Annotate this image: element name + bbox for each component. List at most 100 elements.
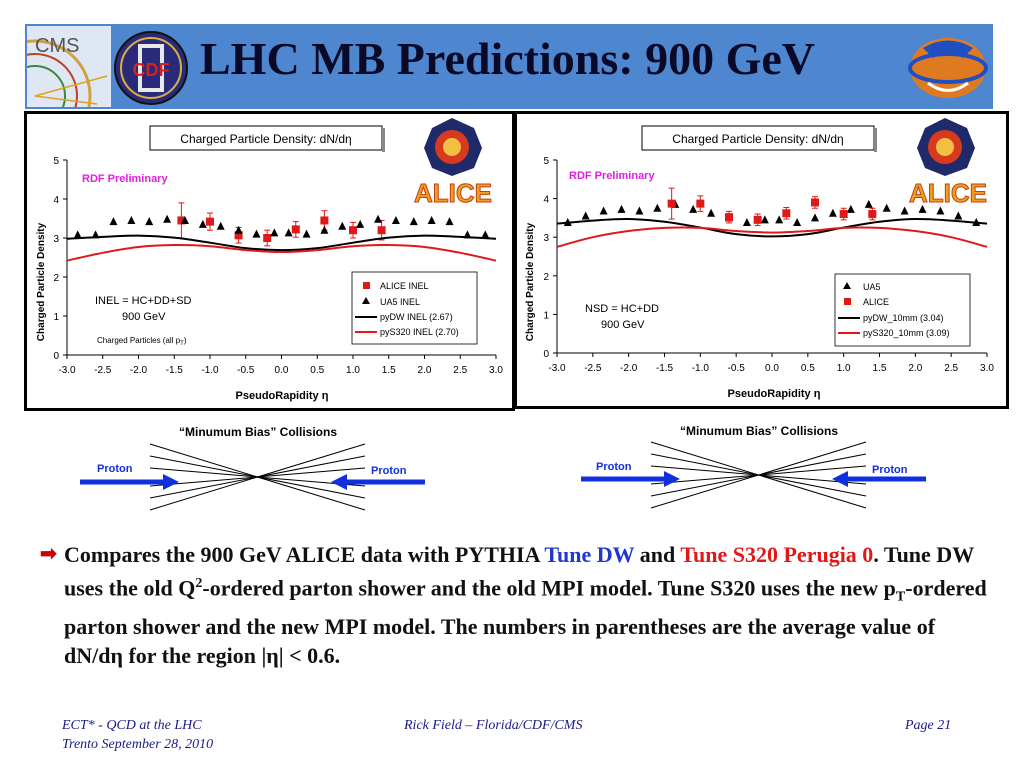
- chart-left-xtick-label: 2.0: [418, 365, 432, 376]
- chart-left-series-0-point: [234, 231, 243, 240]
- diagram-right-proton-label-left: Proton: [596, 461, 632, 473]
- chart-right-series-0-point: [864, 199, 873, 208]
- chart-left-xlabel: PseudoRapidity η: [236, 390, 329, 402]
- chart-left-series-1-point: [109, 217, 118, 226]
- chart-right-preliminary: RDF Preliminary: [569, 170, 655, 182]
- chart-right-xtick-label: -0.5: [728, 363, 746, 374]
- legend-right-alice-label: ALICE: [863, 297, 889, 307]
- chart-right-series-0-point: [707, 208, 716, 217]
- chart-left-ytick-label: 5: [53, 156, 59, 167]
- chart-left-series-1-point: [445, 217, 454, 226]
- diagram-left-caption: “Minumum Bias” Collisions: [179, 425, 337, 439]
- chart-left-xtick-label: -1.5: [166, 365, 184, 376]
- legend-right-pydw-label: pyDW_10mm (3.04): [863, 313, 944, 323]
- chart-right-ylabel: Charged Particle Density: [525, 222, 536, 341]
- chart-left-series-1-point: [163, 214, 172, 223]
- chart-left-series-3-line: [66, 243, 497, 262]
- chart-right-series-1-point: [839, 210, 848, 219]
- chart-right-legend: UA5 ALICE pyDW_10mm (3.04) pyS320_10mm (…: [834, 273, 971, 347]
- chart-left-series-1-point: [356, 219, 365, 228]
- chart-right-xtick-label: 2.0: [908, 363, 922, 374]
- chart-right-series-0-point: [954, 211, 963, 220]
- chart-left-annotation-2: 900 GeV: [122, 311, 166, 323]
- chart-left-series-1-point: [302, 229, 311, 238]
- legend-left-pys320-label: pyS320 INEL (2.70): [380, 327, 459, 337]
- chart-left-series-1-point: [320, 225, 329, 234]
- chart-right-xtick-label: -2.5: [584, 363, 602, 374]
- chart-left-series-1-point: [481, 230, 490, 239]
- chart-left-xtick-label: 0.5: [310, 365, 324, 376]
- chart-left-series-0-point: [320, 216, 329, 225]
- chart-left-svg: Charged Particle Density: dN/dη RDF Prel…: [36, 118, 503, 402]
- chart-right-series-1-point: [868, 210, 877, 219]
- chart-right-series-0-point: [760, 215, 769, 224]
- chart-right-series-0-point: [599, 206, 608, 215]
- chart-right-annotation-2: 900 GeV: [601, 319, 645, 331]
- chart-right-series-0-point: [617, 204, 626, 213]
- alice-logo-left-text: ALICE: [414, 178, 492, 208]
- diagram-left-proton-label-left: Proton: [97, 463, 133, 475]
- chart-right-series-0-point: [775, 215, 784, 224]
- chart-right-series-1-point: [725, 213, 733, 222]
- footer-left-line1: ECT* - QCD at the LHC: [62, 718, 202, 733]
- uf-logo: [903, 28, 993, 106]
- collision-diagram-left: “Minumum Bias” Collisions Proton Proton: [80, 425, 425, 511]
- chart-left-series-1-point: [284, 228, 293, 237]
- chart-right-series-1-point: [782, 209, 791, 218]
- chart-left-annotation-small: Charged Particles (all pT): [97, 336, 187, 347]
- chart-right-panel: Charged Particle Density: dN/dη RDF Prel…: [514, 111, 1009, 409]
- diagram-right-proton-label-right: Proton: [872, 464, 908, 476]
- chart-right-series-0-point: [581, 211, 590, 220]
- cms-logo-text: CMS: [35, 35, 79, 57]
- chart-left-series-1-point: [270, 228, 279, 237]
- chart-right-xtick-label: 1.0: [837, 363, 851, 374]
- chart-left-annotation-1: INEL = HC+DD+SD: [95, 295, 192, 307]
- footer-left-line2: Trento September 28, 2010: [62, 737, 214, 752]
- chart-right-series-1-point: [753, 215, 762, 224]
- chart-left-legend: ALICE INEL UA5 INEL pyDW INEL (2.67) pyS…: [351, 271, 478, 345]
- arrow-bullet-icon: ➡: [40, 543, 57, 565]
- chart-right-xtick-label: -3.0: [548, 363, 566, 374]
- chart-left-series-0-point: [349, 226, 357, 235]
- chart-right-series-3-line: [556, 226, 988, 248]
- legend-left-pydw-label: pyDW INEL (2.67): [380, 312, 453, 322]
- chart-left-ytick-label: 2: [53, 273, 59, 284]
- chart-left-series-1-point: [180, 215, 189, 224]
- chart-right-xlabel: PseudoRapidity η: [728, 388, 821, 400]
- chart-left-series-1-point: [73, 230, 82, 239]
- chart-left-xtick-label: -1.0: [201, 365, 219, 376]
- chart-left-xtick-label: 0.0: [275, 365, 289, 376]
- chart-right-series-0-point: [882, 203, 891, 212]
- chart-left-series-1-point: [198, 219, 207, 228]
- chart-left-series-1-point: [338, 221, 347, 230]
- footer-center: Rick Field – Florida/CDF/CMS: [404, 718, 583, 733]
- legend-left-alice-swatch: [363, 282, 370, 289]
- chart-left-series-1-point: [127, 215, 136, 224]
- diagram-left-tracks: [149, 443, 366, 511]
- chart-right-series-0-point: [689, 204, 698, 213]
- cdf-logo-text: CDF: [133, 60, 170, 80]
- chart-left-xtick-label: -2.0: [130, 365, 148, 376]
- chart-right-ytick-label: 3: [543, 233, 549, 244]
- chart-left-series-0-point: [206, 217, 214, 226]
- chart-right-series-0-point: [811, 213, 819, 222]
- chart-right-series-0-point: [742, 218, 751, 227]
- chart-left-xtick-label: 2.5: [453, 365, 467, 376]
- chart-left-ytick-label: 1: [53, 312, 59, 323]
- bullet-paragraph: ➡ Compares the 900 GeV ALICE data with P…: [40, 540, 990, 670]
- chart-left-series-0-point: [291, 225, 300, 234]
- legend-left-ua5-label: UA5 INEL: [380, 297, 420, 307]
- chart-right-series-0-point: [793, 218, 802, 227]
- chart-right-series-1-point: [811, 198, 819, 207]
- chart-left-series-0-point: [177, 216, 186, 225]
- chart-left-ytick-label: 4: [53, 195, 59, 206]
- chart-right-series-0-point: [918, 204, 927, 213]
- chart-right-series-0-point: [828, 208, 837, 217]
- chart-left-series-1-point: [216, 221, 225, 230]
- chart-right-xtick-label: 2.5: [944, 363, 958, 374]
- chart-right-plot: 0 1 2 3 4 5 -3.0 -2.5 -2.0 -1.5 -1.0 -0.5 0.0 0.5 1.0 1…: [543, 156, 994, 374]
- chart-left-series-1-point: [234, 225, 243, 234]
- alice-logo-right-text: ALICE: [909, 178, 987, 208]
- chart-left-preliminary: RDF Preliminary: [82, 173, 168, 185]
- chart-right-xtick-label: -2.0: [620, 363, 638, 374]
